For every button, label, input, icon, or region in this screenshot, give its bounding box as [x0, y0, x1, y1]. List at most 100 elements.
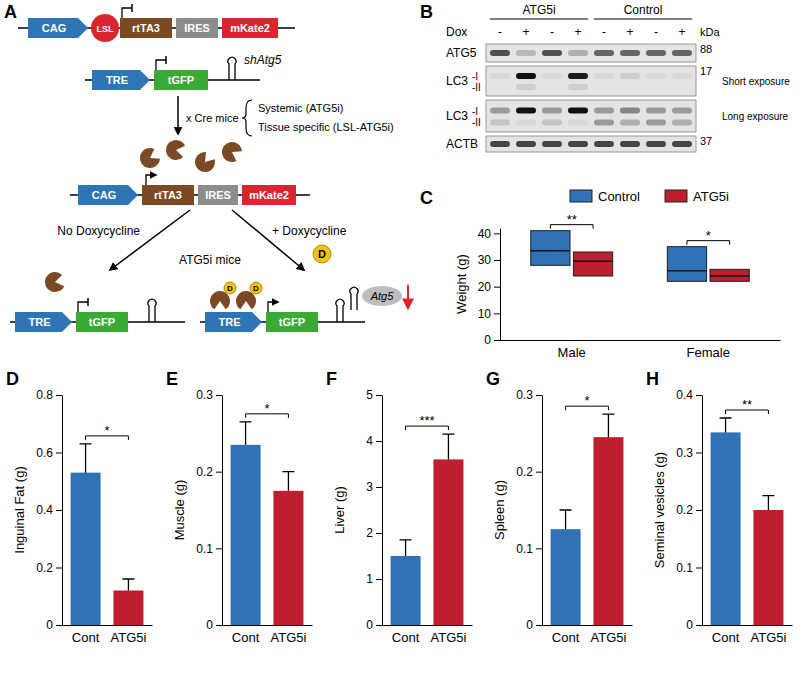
- tick-label: 5: [366, 388, 373, 402]
- band: [594, 108, 614, 114]
- hairpin: [228, 57, 236, 80]
- lane-label: +: [678, 25, 685, 39]
- panel-letter: G: [486, 369, 500, 389]
- promoter: [92, 70, 150, 90]
- protein-label: ATG5: [446, 46, 477, 60]
- tick-label: Cont: [232, 630, 260, 645]
- tick-label: 4: [366, 434, 373, 448]
- transcription-block: [131, 4, 133, 12]
- tick-mark: [494, 313, 500, 314]
- rtta3-protein: [218, 138, 244, 164]
- tick-label: 0: [686, 618, 693, 632]
- tick-label: 40: [478, 227, 492, 241]
- gene-block: [198, 185, 238, 205]
- condition-label: + Doxycycline: [272, 224, 347, 238]
- tick-label: 0.1: [516, 542, 533, 556]
- band: [542, 119, 562, 125]
- tick-mark: [56, 568, 62, 569]
- lane-label: -: [550, 25, 554, 39]
- marker-label: 88: [700, 43, 712, 55]
- tick-mark: [696, 395, 702, 396]
- legend-label: Control: [598, 189, 640, 204]
- axis-line: [223, 625, 313, 626]
- band: [568, 141, 588, 147]
- marker-label: 17: [700, 65, 712, 77]
- band-label: -I: [472, 106, 478, 117]
- tick: 40: [478, 227, 500, 241]
- band: [620, 50, 640, 56]
- tick-label: 0: [484, 333, 491, 347]
- tick: 30: [478, 253, 500, 267]
- plot-marks: [71, 444, 144, 625]
- tick: Female: [687, 345, 730, 360]
- tick: 0.4: [676, 388, 702, 402]
- y-axis: 010203040: [478, 227, 501, 348]
- shrna-label: shAtg5: [244, 53, 282, 67]
- group-line: [594, 19, 692, 20]
- brace: [242, 100, 252, 136]
- bar: [231, 445, 261, 625]
- doxycycline: [224, 282, 236, 294]
- plot-marks: [231, 422, 304, 625]
- axis-title: Muscle (g): [172, 480, 187, 541]
- transcription-start: [146, 175, 156, 185]
- tick: Cont: [552, 630, 580, 645]
- promoter: [15, 312, 72, 332]
- error-bar: [560, 510, 572, 529]
- tick: 0.3: [516, 388, 542, 402]
- x-axis: ContATG5i: [703, 626, 793, 646]
- band: [516, 119, 536, 125]
- band: [542, 73, 562, 79]
- error-bar: [720, 418, 732, 432]
- tick: 2: [366, 526, 382, 540]
- tick: 0.3: [676, 446, 702, 460]
- tick-label: 0: [366, 618, 373, 632]
- band: [646, 141, 666, 147]
- tick-label: ATG5i: [110, 630, 146, 645]
- tick-label: 0.8: [36, 388, 53, 402]
- rtta3-protein: [43, 271, 64, 294]
- lane-label: -: [602, 25, 606, 39]
- tick: 0.2: [36, 561, 62, 575]
- axis-title: Liver (g): [332, 486, 347, 534]
- median: [710, 275, 749, 277]
- panel-letter: D: [6, 369, 19, 389]
- axis-line: [542, 396, 543, 626]
- group-line: [490, 19, 588, 20]
- tick-label: Cont: [552, 630, 580, 645]
- error-bar: [282, 472, 294, 491]
- element-label: CAG: [42, 22, 66, 34]
- tick-label: Male: [558, 345, 586, 360]
- tick-mark: [56, 453, 62, 454]
- model-label: Tissue specific (LSL-ATG5i): [258, 121, 394, 133]
- doxycycline: [313, 245, 331, 263]
- tick-mark: [536, 625, 542, 626]
- gene-block: [120, 18, 172, 38]
- x-axis: ContATG5i: [383, 626, 473, 646]
- tick: 3: [366, 480, 382, 494]
- group-label: Control: [624, 3, 663, 17]
- band: [568, 84, 588, 90]
- tick: 0.6: [36, 446, 62, 460]
- chart-bar: F012345ContATG5iLiver (g)***: [326, 369, 473, 645]
- tick-label: 0.2: [516, 465, 533, 479]
- tick: ATG5i: [110, 630, 146, 645]
- tick-mark: [536, 548, 542, 549]
- tick: 0.2: [516, 465, 542, 479]
- x-axis: ContATG5i: [543, 626, 633, 646]
- error-bar: [602, 414, 614, 437]
- dox-label: D: [318, 248, 326, 260]
- tick: 0.2: [196, 465, 222, 479]
- tick-mark: [494, 260, 500, 261]
- hairpin: [350, 287, 358, 310]
- tick-label: ATG5i: [270, 630, 306, 645]
- arrow: [110, 210, 190, 270]
- band: [516, 108, 536, 114]
- treatment-label: Dox: [446, 25, 467, 39]
- significance-label: *: [104, 423, 109, 438]
- bar: [71, 473, 101, 625]
- tick: ATG5i: [750, 630, 786, 645]
- blot-membrane: [486, 136, 696, 152]
- dox-label: D: [253, 284, 259, 293]
- band: [568, 73, 588, 79]
